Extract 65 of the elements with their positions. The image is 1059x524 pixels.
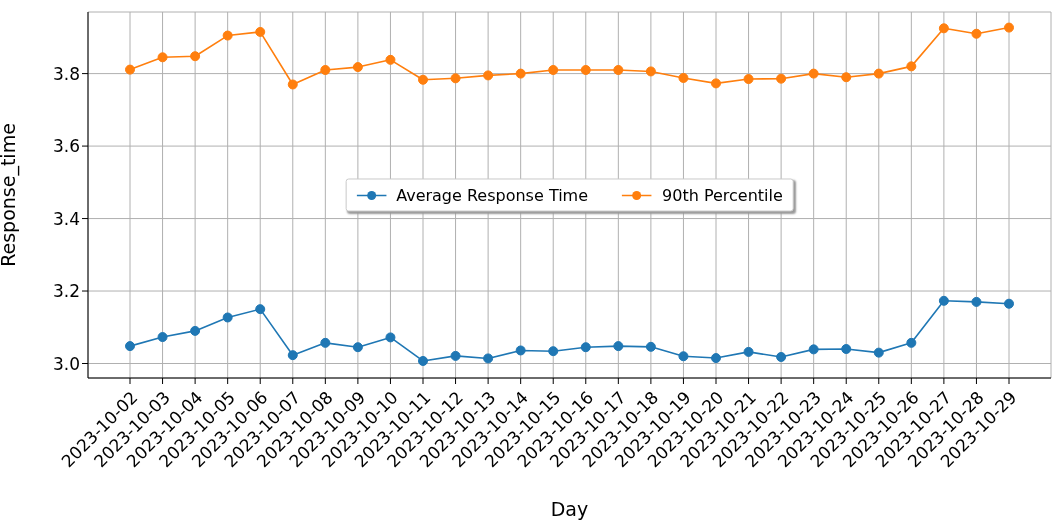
legend-label: Average Response Time bbox=[396, 185, 589, 205]
point bbox=[711, 353, 721, 364]
point bbox=[287, 79, 298, 90]
point bbox=[841, 344, 852, 355]
point bbox=[743, 346, 754, 357]
point bbox=[776, 351, 787, 362]
point bbox=[873, 68, 884, 79]
point bbox=[613, 341, 624, 352]
point bbox=[906, 337, 917, 348]
point bbox=[255, 304, 266, 315]
point bbox=[841, 72, 852, 83]
point bbox=[645, 341, 656, 352]
point bbox=[548, 346, 559, 357]
point bbox=[157, 332, 168, 343]
y-tick-label: 3.0 bbox=[52, 353, 80, 374]
x-axis-title: Day bbox=[550, 498, 589, 520]
point bbox=[711, 78, 721, 89]
point bbox=[157, 52, 168, 63]
point bbox=[938, 295, 949, 306]
legend-label: 90th Percentile bbox=[662, 185, 783, 205]
point bbox=[971, 28, 982, 39]
point bbox=[743, 74, 754, 85]
point bbox=[971, 296, 982, 307]
point bbox=[645, 66, 656, 77]
point bbox=[906, 61, 917, 72]
point bbox=[808, 68, 819, 79]
point bbox=[190, 51, 201, 62]
point bbox=[418, 74, 428, 85]
y-tick-label: 3.8 bbox=[52, 63, 80, 84]
point bbox=[287, 350, 298, 361]
point bbox=[483, 353, 494, 364]
point bbox=[255, 26, 266, 37]
point bbox=[125, 341, 135, 352]
point bbox=[580, 342, 591, 353]
point bbox=[352, 342, 363, 353]
point bbox=[222, 312, 233, 323]
point bbox=[450, 73, 461, 84]
point bbox=[808, 344, 819, 355]
point bbox=[515, 345, 526, 356]
y-tick-label: 3.2 bbox=[52, 281, 80, 302]
point bbox=[938, 23, 949, 34]
point bbox=[483, 70, 494, 81]
point bbox=[515, 68, 526, 79]
y-axis-title: Response_time bbox=[0, 123, 20, 267]
point bbox=[678, 351, 689, 362]
point bbox=[385, 54, 396, 65]
point bbox=[580, 64, 591, 75]
point bbox=[190, 325, 201, 336]
point bbox=[320, 337, 331, 348]
point bbox=[873, 347, 884, 358]
point bbox=[678, 72, 689, 83]
y-tick-label: 3.4 bbox=[52, 208, 80, 229]
point bbox=[352, 62, 363, 73]
point bbox=[418, 355, 428, 366]
point bbox=[548, 64, 559, 75]
point bbox=[125, 64, 135, 75]
point bbox=[1004, 298, 1014, 309]
point bbox=[320, 64, 331, 75]
y-tick-label: 3.6 bbox=[52, 136, 80, 157]
point bbox=[385, 332, 396, 343]
point bbox=[613, 64, 624, 75]
point bbox=[776, 73, 787, 84]
point bbox=[222, 30, 233, 41]
point bbox=[450, 350, 461, 361]
point bbox=[1004, 22, 1014, 33]
